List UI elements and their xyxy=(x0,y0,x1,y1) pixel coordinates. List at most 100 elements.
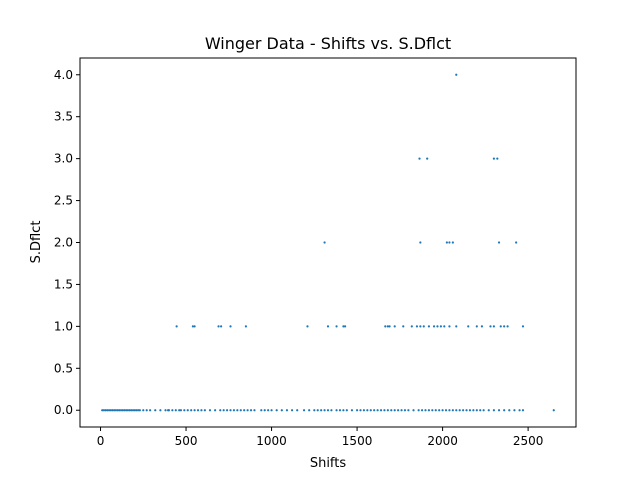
data-point xyxy=(114,409,118,412)
data-point xyxy=(260,409,263,412)
data-point xyxy=(479,409,482,412)
data-point xyxy=(179,409,183,412)
data-point xyxy=(403,409,407,412)
data-point xyxy=(285,409,289,412)
data-point xyxy=(178,409,181,412)
y-tick-label: 2.0 xyxy=(54,236,73,250)
data-point xyxy=(263,409,266,412)
data-point xyxy=(267,409,270,412)
data-point xyxy=(113,409,116,412)
data-point xyxy=(388,325,391,328)
data-point xyxy=(275,409,278,412)
data-point xyxy=(415,325,419,328)
data-point xyxy=(330,409,333,412)
data-point xyxy=(145,409,148,412)
data-point xyxy=(383,409,386,412)
data-point xyxy=(236,409,239,412)
data-point xyxy=(443,325,446,328)
data-point xyxy=(407,409,410,412)
data-point xyxy=(424,409,427,412)
y-tick-label: 1.0 xyxy=(54,319,73,333)
data-point xyxy=(521,409,525,412)
data-point xyxy=(379,409,383,412)
data-point xyxy=(497,241,501,244)
data-point xyxy=(515,241,518,244)
data-point xyxy=(306,325,309,328)
data-point xyxy=(458,409,461,412)
data-point xyxy=(487,409,490,412)
data-point xyxy=(220,325,223,328)
data-point xyxy=(313,409,316,412)
data-point xyxy=(492,157,496,160)
data-point xyxy=(217,325,220,328)
y-tick-label: 2.5 xyxy=(54,194,73,208)
data-point xyxy=(196,409,200,412)
data-point xyxy=(373,409,376,412)
data-point xyxy=(171,409,174,412)
data-point xyxy=(503,325,506,328)
data-point xyxy=(326,409,330,412)
data-point xyxy=(366,409,369,412)
data-point xyxy=(362,409,366,412)
plot-area xyxy=(101,73,555,412)
data-point xyxy=(121,409,124,412)
data-point xyxy=(193,325,196,328)
data-point xyxy=(410,325,413,328)
data-point xyxy=(439,325,442,328)
data-point xyxy=(193,409,196,412)
data-point xyxy=(200,409,203,412)
data-point xyxy=(400,409,403,412)
data-point xyxy=(166,409,170,412)
data-point xyxy=(441,409,444,412)
data-point xyxy=(159,409,162,412)
data-point xyxy=(496,157,499,160)
x-axis: 0 500 1000 1500 2000 2500 xyxy=(97,427,543,448)
data-point xyxy=(222,409,225,412)
data-point xyxy=(342,325,345,328)
data-point xyxy=(190,409,193,412)
data-point xyxy=(123,409,126,412)
data-point xyxy=(335,325,338,328)
data-point xyxy=(138,409,141,412)
data-point xyxy=(393,325,396,328)
data-point xyxy=(126,409,129,412)
data-point xyxy=(444,409,448,412)
data-point xyxy=(308,409,311,412)
data-point xyxy=(376,409,379,412)
x-tick-label: 1500 xyxy=(342,434,373,448)
data-point xyxy=(508,409,511,412)
data-point xyxy=(412,409,415,412)
data-point xyxy=(229,409,232,412)
data-point xyxy=(164,409,167,412)
data-point xyxy=(253,409,256,412)
data-point xyxy=(402,325,405,328)
data-point xyxy=(467,325,470,328)
data-point xyxy=(316,409,319,412)
data-point xyxy=(302,409,306,412)
data-point xyxy=(125,409,128,412)
x-tick-label: 500 xyxy=(175,434,198,448)
data-point xyxy=(239,409,242,412)
data-point xyxy=(280,409,283,412)
data-point xyxy=(455,73,458,76)
y-tick-label: 3.0 xyxy=(54,152,73,166)
data-point xyxy=(386,325,389,328)
y-axis: 0.0 0.5 1.0 1.5 2.0 2.5 3.0 3.5 4.0 xyxy=(54,68,80,417)
data-point xyxy=(475,409,478,412)
data-point xyxy=(175,325,178,328)
data-point xyxy=(326,325,330,328)
data-point xyxy=(497,409,501,412)
data-point xyxy=(482,409,485,412)
data-point xyxy=(225,409,229,412)
data-point xyxy=(359,409,362,412)
y-tick-label: 3.5 xyxy=(54,110,73,124)
data-point xyxy=(419,325,422,328)
data-point xyxy=(518,409,521,412)
data-point xyxy=(345,409,348,412)
data-point xyxy=(455,409,458,412)
data-point xyxy=(249,409,253,412)
data-point xyxy=(432,325,436,328)
data-point xyxy=(133,409,136,412)
data-point xyxy=(427,409,431,412)
